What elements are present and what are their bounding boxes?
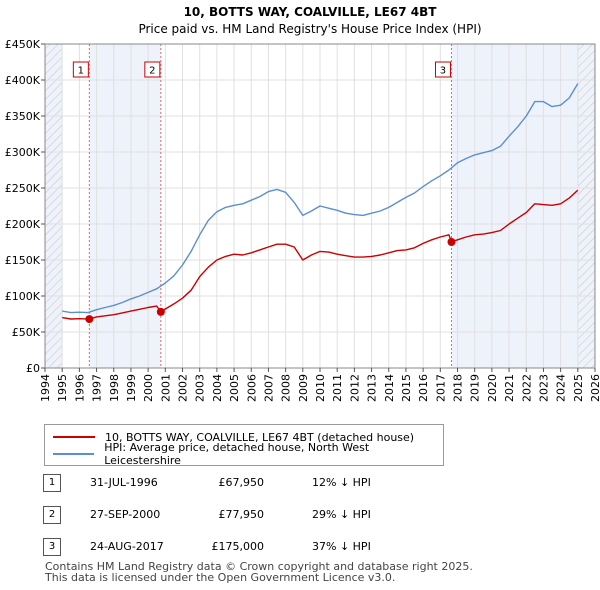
sale-date: 31-JUL-1996 [90,476,158,489]
footer-licence: This data is licensed under the Open Gov… [45,571,396,584]
y-tick-label: £400K [5,74,41,87]
sale-label-box [72,61,89,78]
x-tick-label: 2006 [245,374,258,402]
x-tick-label: 1996 [73,374,86,402]
sale-hpi-diff: 29% ↓ HPI [312,508,371,521]
x-tick-label: 2011 [331,374,344,402]
sale-hpi-diff: 12% ↓ HPI [312,476,371,489]
legend-label-property: 10, BOTTS WAY, COALVILLE, LE67 4BT (deta… [105,430,415,444]
shaded-band [89,44,161,368]
legend-swatch-property [53,436,95,438]
sale-point-marker [85,315,94,324]
sale-number-badge: 2 [43,506,61,524]
x-tick-label: 2012 [348,374,361,402]
x-tick-label: 2013 [366,374,379,402]
x-tick-label: 1998 [108,374,121,402]
sale-point-marker [156,307,165,316]
y-tick-label: £0 [26,362,40,375]
legend-item-hpi: HPI: Average price, detached house, Nort… [53,441,443,467]
x-tick-label: 2025 [572,374,585,402]
legend-label-hpi: HPI: Average price, detached house, Nort… [104,441,370,467]
y-tick-label: £200K [5,218,41,231]
x-tick-label: 2015 [400,374,413,402]
sale-label-text: 2 [149,66,155,77]
x-tick-label: 1999 [125,374,138,402]
x-tick-label: 1994 [39,374,52,402]
x-tick-label: 2022 [520,374,533,402]
sale-price: £175,000 [211,540,265,553]
table-row: 3 24-AUG-2017 £175,000 37% ↓ HPI [0,538,600,558]
x-tick-label: 2018 [452,374,465,402]
sale-price: £77,950 [218,508,265,521]
x-tick-label: 2021 [503,374,516,402]
shaded-bands [45,44,595,368]
x-tick-label: 2017 [434,374,447,402]
x-tick-label: 2026 [589,374,600,402]
sale-label-box [434,61,451,78]
x-tick-label: 2002 [177,374,190,402]
y-tick-label: £350K [5,110,41,123]
x-tick-label: 2004 [211,374,224,402]
price-chart: 10, BOTTS WAY, COALVILLE, LE67 4BT Price… [5,5,600,402]
series-line [62,189,579,320]
chart-subtitle: Price paid vs. HM Land Registry's House … [138,22,481,36]
y-tick-label: £150K [5,254,41,267]
x-tick-label: 2014 [383,374,396,402]
x-tick-label: 2003 [194,374,207,402]
sale-markers: 1 2 3 [72,61,456,324]
x-tick-label: 2001 [159,374,172,402]
x-tick-label: 2024 [555,374,568,402]
x-tick-label: 2023 [537,374,550,402]
sale-number-badge: 3 [43,538,61,556]
x-tick-label: 2007 [262,374,275,402]
sale-date: 24-AUG-2017 [90,540,164,553]
sale-number-badge: 1 [43,474,61,492]
y-axis-ticks: £0 £50K £100K £150K £200K £250K £300K £350K £400… [5,38,45,375]
x-axis-ticks: 1994 1995 1996 1997 1998 1999 2000 2001 2002 2003… [39,368,600,402]
x-tick-label: 2010 [314,374,327,402]
sale-date: 27-SEP-2000 [90,508,161,521]
hatched-band [577,44,595,368]
shaded-band [451,44,578,368]
x-tick-label: 2020 [486,374,499,402]
sale-label-box [144,61,161,78]
x-tick-label: 2000 [142,374,155,402]
sale-point-marker [447,238,456,246]
x-tick-label: 1995 [56,374,69,402]
chart-title: 10, BOTTS WAY, COALVILLE, LE67 4BT [184,5,438,19]
sale-hpi-diff: 37% ↓ HPI [312,540,371,553]
series-line [62,83,579,314]
y-tick-label: £300K [5,146,41,159]
x-tick-label: 2016 [417,374,430,402]
x-tick-label: 1997 [91,374,104,402]
sale-label-text: 3 [440,66,446,77]
sale-label-text: 1 [78,66,84,77]
footer-attribution: Contains HM Land Registry data © Crown c… [45,561,473,583]
table-row: 1 31-JUL-1996 £67,950 12% ↓ HPI [0,474,600,494]
footer-copyright: Contains HM Land Registry data © Crown c… [45,560,473,573]
x-tick-label: 2019 [469,374,482,402]
x-tick-label: 2009 [297,374,310,402]
table-row: 2 27-SEP-2000 £77,950 29% ↓ HPI [0,506,600,526]
sale-price: £67,950 [218,476,265,489]
hatched-band [45,44,63,368]
legend-item-property: 10, BOTTS WAY, COALVILLE, LE67 4BT (deta… [53,429,414,445]
y-tick-label: £450K [5,38,41,51]
x-tick-label: 2008 [280,374,293,402]
y-tick-label: £100K [5,290,41,303]
legend-swatch-hpi [53,453,95,455]
chart-legend: 10, BOTTS WAY, COALVILLE, LE67 4BT (deta… [44,424,444,467]
x-tick-label: 2005 [228,374,241,402]
series-lines [62,83,579,320]
y-tick-label: £50K [12,326,41,339]
y-tick-label: £250K [5,182,41,195]
